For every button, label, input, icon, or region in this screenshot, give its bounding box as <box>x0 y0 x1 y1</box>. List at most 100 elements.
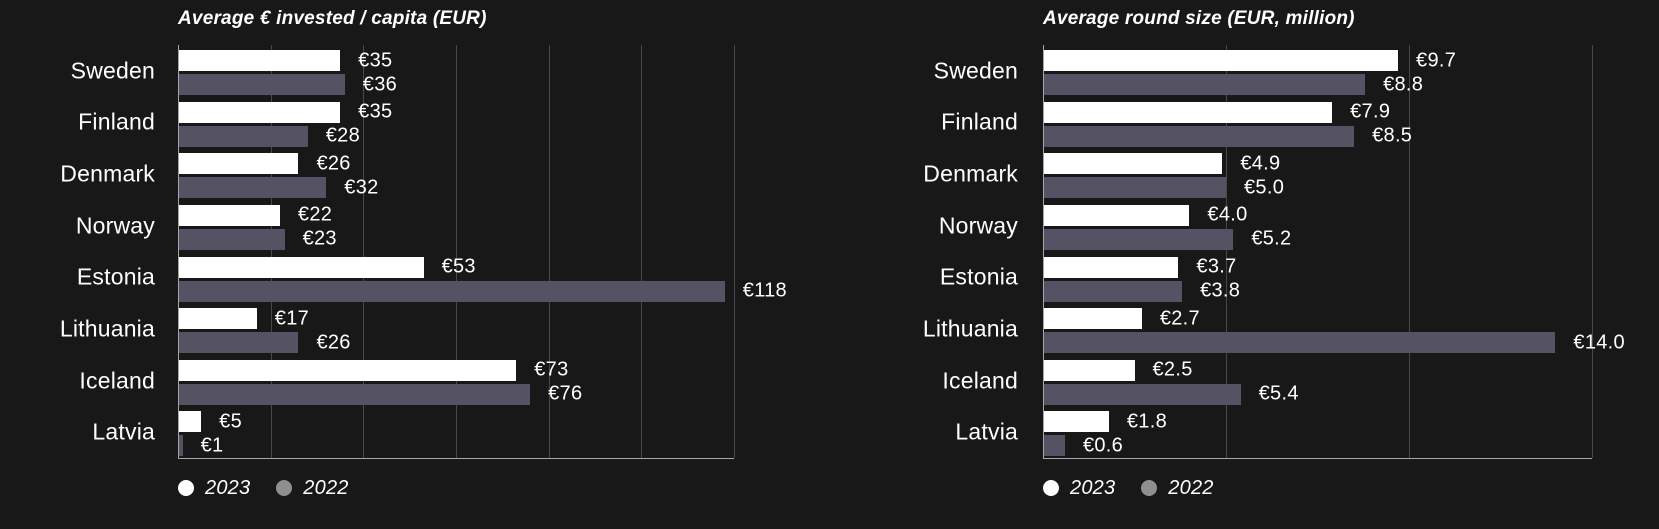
bar-2022-latvia <box>178 435 183 457</box>
chart-title-invested-per-capita: Average € invested / capita (EUR) <box>178 8 487 29</box>
category-label-finland: Finland <box>78 108 155 135</box>
value-label-2023-denmark: €26 <box>316 152 351 175</box>
category-label-iceland: Iceland <box>79 367 155 394</box>
bar-2022-lithuania <box>1043 332 1556 354</box>
value-label-2022-norway: €23 <box>302 227 337 250</box>
bar-2023-finland <box>1043 101 1333 123</box>
category-label-lithuania: Lithuania <box>922 315 1018 342</box>
gridline <box>548 45 550 458</box>
value-label-2022-latvia: €1 <box>200 434 224 457</box>
bar-2023-estonia <box>1043 256 1179 278</box>
bar-2022-iceland <box>178 383 531 405</box>
category-label-sweden: Sweden <box>933 57 1018 84</box>
value-label-2022-finland: €8.5 <box>1372 124 1413 147</box>
category-label-lithuania: Lithuania <box>59 315 155 342</box>
value-label-2023-estonia: €53 <box>441 255 476 278</box>
value-label-2022-iceland: €76 <box>548 382 583 405</box>
bar-2022-norway <box>1043 228 1234 250</box>
legend-dot-2022-icon <box>1141 480 1158 496</box>
bar-2023-norway <box>178 204 280 226</box>
value-label-2022-lithuania: €26 <box>316 331 351 354</box>
y-axis-line <box>178 45 179 458</box>
bar-2023-iceland <box>1043 359 1135 381</box>
category-label-norway: Norway <box>75 212 155 239</box>
value-label-2022-denmark: €5.0 <box>1244 176 1285 199</box>
bar-2023-norway <box>1043 204 1190 226</box>
value-label-2023-latvia: €1.8 <box>1126 410 1168 433</box>
category-label-denmark: Denmark <box>60 160 155 187</box>
category-label-sweden: Sweden <box>70 57 155 84</box>
legend-average-round-size: 2023 2022 <box>1043 477 1229 499</box>
bar-2022-denmark <box>1043 177 1226 199</box>
bar-2023-lithuania <box>1043 308 1142 330</box>
legend-invested-per-capita: 2023 2022 <box>178 477 364 499</box>
gridline <box>363 45 365 458</box>
gridline <box>456 45 457 458</box>
legend-dot-2023-icon <box>178 480 194 496</box>
bar-2022-norway <box>178 228 285 250</box>
bar-2023-iceland <box>178 359 517 381</box>
bar-2023-sweden <box>178 50 341 71</box>
gridline <box>1592 45 1593 458</box>
legend-dot-2023-icon <box>1043 480 1059 496</box>
bar-2022-estonia <box>178 280 725 302</box>
gridline <box>1409 45 1410 458</box>
legend-label-2023: 2023 <box>205 476 251 499</box>
gridline <box>270 45 272 458</box>
value-label-2023-lithuania: €17 <box>274 307 310 330</box>
value-label-2022-latvia: €0.6 <box>1082 434 1124 457</box>
x-axis-line <box>1043 458 1592 459</box>
bar-2022-estonia <box>1043 280 1183 302</box>
x-axis-line <box>178 458 734 459</box>
category-label-estonia: Estonia <box>939 263 1018 290</box>
legend-label-2022: 2022 <box>1168 476 1214 499</box>
bar-2023-lithuania <box>178 308 257 330</box>
bar-2022-finland <box>1043 125 1355 147</box>
category-label-latvia: Latvia <box>92 418 155 445</box>
legend-dot-2022-icon <box>276 480 293 496</box>
bar-2023-latvia <box>1043 411 1109 433</box>
category-label-estonia: Estonia <box>76 263 155 290</box>
value-label-2023-norway: €22 <box>297 203 333 226</box>
legend-label-2022: 2022 <box>303 476 349 499</box>
value-label-2023-norway: €4.0 <box>1207 203 1248 226</box>
value-label-2023-estonia: €3.7 <box>1196 255 1237 278</box>
category-label-latvia: Latvia <box>955 418 1018 445</box>
value-label-2023-lithuania: €2.7 <box>1159 307 1200 330</box>
value-label-2023-iceland: €73 <box>534 358 569 381</box>
bar-2022-iceland <box>1043 383 1241 405</box>
category-label-norway: Norway <box>938 212 1018 239</box>
bar-2023-denmark <box>1043 153 1223 175</box>
value-label-2022-iceland: €5.4 <box>1258 382 1299 405</box>
category-label-denmark: Denmark <box>923 160 1018 187</box>
value-label-2023-finland: €35 <box>358 100 393 123</box>
value-label-2023-latvia: €5 <box>219 410 243 433</box>
value-label-2022-estonia: €118 <box>742 279 787 302</box>
bar-2023-finland <box>178 101 341 123</box>
value-label-2022-finland: €28 <box>325 124 360 147</box>
bar-2022-sweden <box>1043 74 1366 95</box>
value-label-2022-sweden: €8.8 <box>1383 73 1424 95</box>
chart-title-average-round-size: Average round size (EUR, million) <box>1043 8 1355 29</box>
y-axis-line <box>1043 45 1044 458</box>
value-label-2023-sweden: €9.7 <box>1416 49 1457 71</box>
category-label-finland: Finland <box>941 108 1018 135</box>
value-label-2022-sweden: €36 <box>362 73 398 95</box>
value-label-2022-estonia: €3.8 <box>1200 279 1241 302</box>
bar-2022-latvia <box>1043 435 1065 457</box>
bar-2022-lithuania <box>178 332 299 354</box>
bar-2022-denmark <box>178 177 327 199</box>
bar-2022-sweden <box>178 74 345 95</box>
bar-2023-denmark <box>178 153 299 175</box>
gridline <box>641 45 643 458</box>
gridline <box>734 45 735 458</box>
bar-2023-sweden <box>1043 50 1399 71</box>
category-label-iceland: Iceland <box>942 367 1018 394</box>
bar-2023-estonia <box>178 256 424 278</box>
value-label-2022-norway: €5.2 <box>1251 227 1292 250</box>
value-label-2022-lithuania: €14.0 <box>1573 331 1625 354</box>
value-label-2023-finland: €7.9 <box>1350 100 1391 123</box>
